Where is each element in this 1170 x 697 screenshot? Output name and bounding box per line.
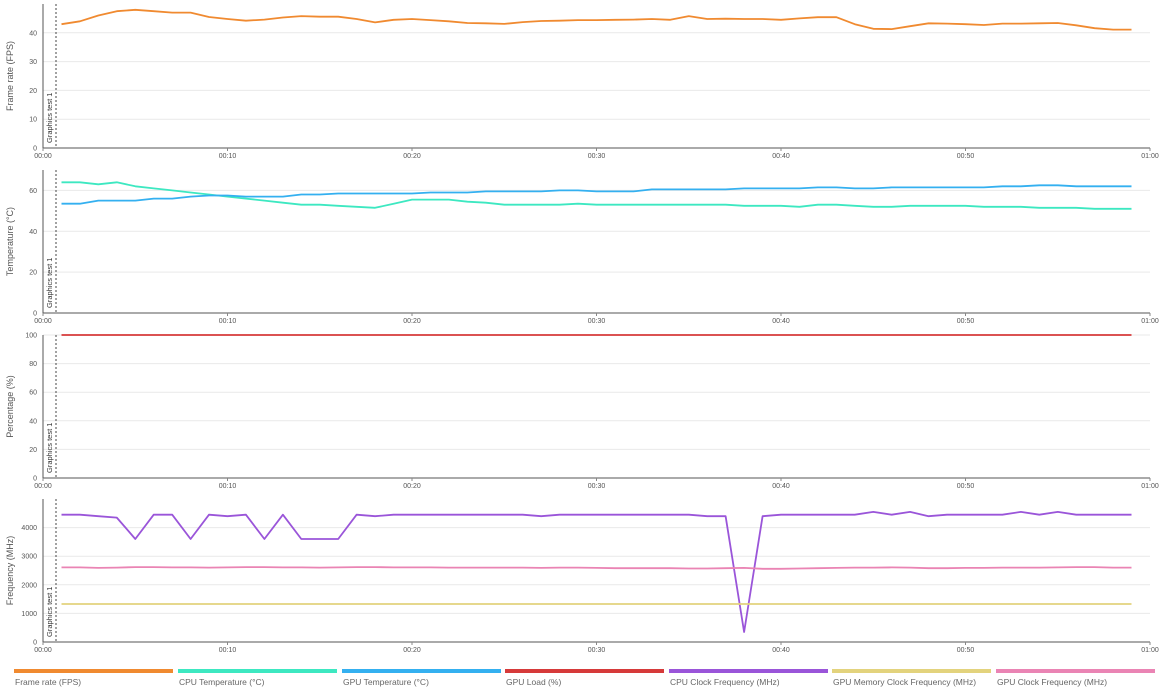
chart-panel-1: 0 10 20 30 40 00:00 00:10 00:20 00:30 00:40 00:50 0… — [5, 4, 1159, 160]
legend-swatch — [14, 669, 173, 673]
x-tick-label: 00:00 — [34, 483, 52, 490]
x-tick-label: 00:20 — [403, 483, 421, 490]
y-tick-label: 60 — [29, 390, 37, 397]
series-line-gpu-temperature-c — [61, 184, 1132, 205]
x-tick-label: 00:40 — [772, 318, 790, 325]
legend-swatch — [505, 669, 664, 673]
legend-swatch — [832, 669, 991, 673]
x-tick-label: 00:20 — [403, 153, 421, 160]
legend-label: GPU Memory Clock Frequency (MHz) — [833, 677, 977, 687]
x-tick-label: 01:00 — [1141, 153, 1159, 160]
test-marker-label: Graphics test 1 — [45, 93, 54, 143]
y-axis-label: Frequency (MHz) — [5, 536, 15, 606]
x-tick-label: 00:20 — [403, 318, 421, 325]
chart-panel-4: 0 1000 2000 3000 4000 00:00 00:10 00:20 00:30 00:… — [5, 499, 1159, 654]
y-tick-label: 0 — [33, 640, 37, 647]
test-marker-label: Graphics test 1 — [45, 423, 54, 473]
legend-swatch — [342, 669, 501, 673]
legend-label: GPU Load (%) — [506, 677, 562, 687]
x-tick-label: 01:00 — [1141, 483, 1159, 490]
x-tick-label: 00:00 — [34, 153, 52, 160]
x-tick-label: 00:30 — [588, 318, 606, 325]
x-tick-label: 00:50 — [957, 483, 975, 490]
x-tick-label: 00:00 — [34, 318, 52, 325]
y-tick-label: 40 — [29, 229, 37, 236]
legend-label: GPU Temperature (°C) — [343, 677, 429, 687]
x-tick-label: 00:50 — [957, 647, 975, 654]
y-axis-label: Percentage (%) — [5, 375, 15, 438]
y-axis-label: Frame rate (FPS) — [5, 41, 15, 111]
x-tick-label: 00:10 — [219, 647, 237, 654]
y-tick-label: 4000 — [21, 525, 37, 532]
legend-swatch — [669, 669, 828, 673]
x-tick-label: 00:10 — [219, 318, 237, 325]
legend-swatch — [178, 669, 337, 673]
y-tick-label: 10 — [29, 117, 37, 124]
x-tick-label: 00:50 — [957, 153, 975, 160]
legend-label: Frame rate (FPS) — [15, 677, 82, 687]
series-line-gpu-clock-frequency-mhz — [61, 566, 1132, 570]
x-tick-label: 00:30 — [588, 647, 606, 654]
y-tick-label: 20 — [29, 447, 37, 454]
legend-swatch — [996, 669, 1155, 673]
y-tick-label: 1000 — [21, 611, 37, 618]
series-line-cpu-clock-frequency-mhz — [61, 510, 1132, 633]
y-tick-label: 2000 — [21, 582, 37, 589]
y-tick-label: 60 — [29, 188, 37, 195]
y-tick-label: 40 — [29, 30, 37, 37]
y-tick-label: 0 — [33, 146, 37, 153]
y-tick-label: 0 — [33, 476, 37, 483]
y-tick-label: 0 — [33, 311, 37, 318]
x-tick-label: 00:30 — [588, 483, 606, 490]
x-tick-label: 00:30 — [588, 153, 606, 160]
y-tick-label: 20 — [29, 270, 37, 277]
x-tick-label: 00:50 — [957, 318, 975, 325]
x-tick-label: 00:00 — [34, 647, 52, 654]
series-line-frame-rate-fps — [61, 8, 1132, 31]
x-tick-label: 01:00 — [1141, 318, 1159, 325]
legend: Frame rate (FPS) CPU Temperature (°C) GP… — [14, 669, 1160, 693]
x-tick-label: 00:20 — [403, 647, 421, 654]
legend-label: CPU Temperature (°C) — [179, 677, 265, 687]
legend-label: GPU Clock Frequency (MHz) — [997, 677, 1108, 687]
y-tick-label: 20 — [29, 88, 37, 95]
test-marker-label: Graphics test 1 — [45, 587, 54, 637]
y-tick-label: 80 — [29, 361, 37, 368]
legend-label: CPU Clock Frequency (MHz) — [670, 677, 780, 687]
y-tick-label: 3000 — [21, 554, 37, 561]
series-line-cpu-temperature-c — [61, 181, 1132, 210]
y-tick-label: 100 — [25, 333, 37, 340]
test-marker-label: Graphics test 1 — [45, 258, 54, 308]
y-tick-label: 40 — [29, 418, 37, 425]
x-tick-label: 00:10 — [219, 483, 237, 490]
chart-panel-2: 0 20 40 60 00:00 00:10 00:20 00:30 00:40 00:50 01:… — [5, 170, 1159, 325]
y-tick-label: 30 — [29, 59, 37, 66]
x-tick-label: 00:10 — [219, 153, 237, 160]
x-tick-label: 01:00 — [1141, 647, 1159, 654]
chart-panel-3: 0 20 40 60 80 100 00:00 00:10 00:20 00:30 00:40 00:… — [5, 333, 1159, 491]
x-tick-label: 00:40 — [772, 647, 790, 654]
x-tick-label: 00:40 — [772, 153, 790, 160]
y-axis-label: Temperature (°C) — [5, 207, 15, 276]
x-tick-label: 00:40 — [772, 483, 790, 490]
